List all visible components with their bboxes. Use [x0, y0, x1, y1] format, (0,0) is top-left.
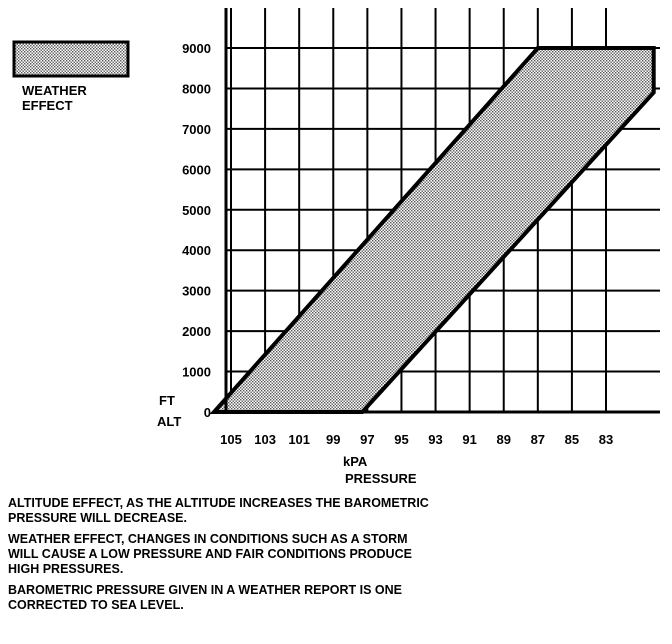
y-tick-label-8000: 8000	[182, 81, 211, 96]
y-tick-label-5000: 5000	[182, 203, 211, 218]
legend-line-1: WEATHER	[22, 83, 87, 98]
y-tick-label-3000: 3000	[182, 284, 211, 299]
x-axis-label: PRESSURE	[345, 471, 417, 486]
y-tick-label-0: 0	[204, 405, 211, 420]
y-tick-label-1000: 1000	[182, 365, 211, 380]
y-tick-label-7000: 7000	[182, 122, 211, 137]
axes	[224, 8, 660, 414]
note-altitude-effect: ALTITUDE EFFECT, AS THE ALTITUDE INCREAS…	[8, 496, 429, 525]
x-tick-label-93: 93	[428, 432, 442, 447]
x-tick-label-103: 103	[254, 432, 276, 447]
y-tick-label-9000: 9000	[182, 41, 211, 56]
note-weather-effect: WEATHER EFFECT, CHANGES IN CONDITIONS SU…	[8, 532, 412, 576]
y-tick-label-6000: 6000	[182, 162, 211, 177]
y-axis-label-top: FT	[159, 393, 175, 408]
x-tick-label-105: 105	[220, 432, 242, 447]
legend-label: WEATHER EFFECT	[22, 83, 87, 113]
x-tick-label-101: 101	[288, 432, 310, 447]
x-tick-label-87: 87	[531, 432, 545, 447]
x-tick-label-95: 95	[394, 432, 408, 447]
note-sea-level: BAROMETRIC PRESSURE GIVEN IN A WEATHER R…	[8, 583, 403, 612]
weather-effect-band	[209, 46, 656, 414]
y-tick-labels: 0 1000 2000 3000 4000 5000 6000 7000 8000 9000	[182, 41, 211, 420]
y-tick-label-2000: 2000	[182, 324, 211, 339]
x-tick-label-99: 99	[326, 432, 340, 447]
series-band-0	[209, 46, 656, 414]
x-tick-label-97: 97	[360, 432, 374, 447]
x-tick-label-91: 91	[462, 432, 476, 447]
x-tick-label-85: 85	[565, 432, 579, 447]
x-tick-label-83: 83	[599, 432, 613, 447]
y-axis-label-bottom: ALT	[157, 414, 181, 429]
legend-line-2: EFFECT	[22, 98, 73, 113]
x-axis-unit: kPA	[343, 454, 368, 469]
notes: ALTITUDE EFFECT, AS THE ALTITUDE INCREAS…	[8, 496, 608, 619]
y-tick-label-4000: 4000	[182, 243, 211, 258]
legend-swatch	[12, 40, 130, 78]
x-tick-label-89: 89	[496, 432, 510, 447]
x-tick-labels: 105 103 101 99 97 95 93 91 89 87 85 83	[220, 432, 613, 447]
